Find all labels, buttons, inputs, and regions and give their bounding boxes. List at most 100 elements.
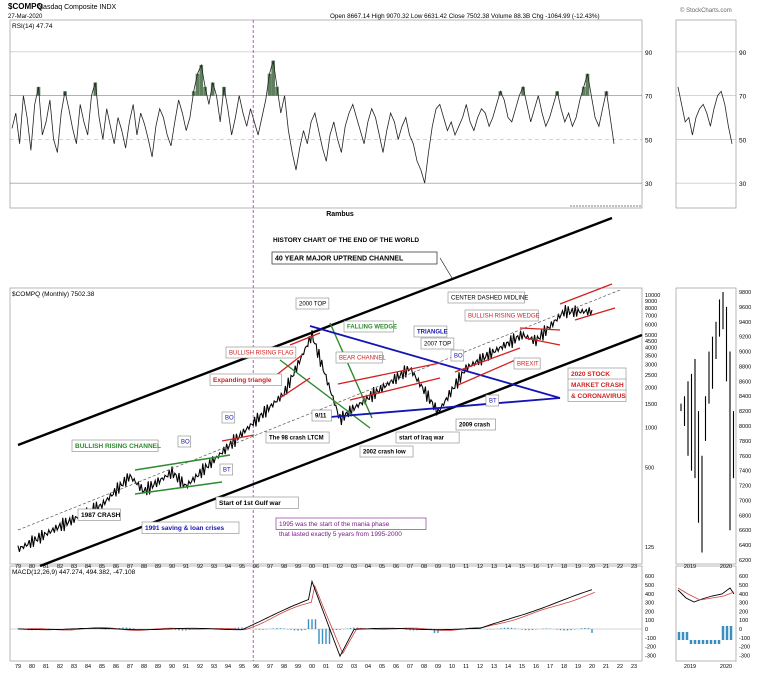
- title-history-box: [269, 233, 441, 246]
- label-bear-channel: BEAR CHANNEL: [339, 356, 386, 362]
- price-x-tick-32: 11: [463, 564, 469, 570]
- macd-x-tick-14: 93: [211, 664, 217, 670]
- price-tick-9: 3000: [645, 362, 657, 368]
- label-bullish-rising-channel: BULLISH RISING CHANNEL: [75, 443, 161, 450]
- price-tick-6: 4500: [645, 339, 657, 345]
- macd-tick-1: 500: [645, 583, 654, 589]
- macd-tick-6: 0: [645, 627, 648, 633]
- mini-x-tick-2020: 2020: [720, 564, 732, 570]
- label-iraq-war-box: [395, 431, 460, 444]
- label-bullish-rising-wedge-box: [464, 309, 539, 322]
- mini-price-tick-5: 8800: [739, 364, 751, 370]
- macd-tick-9: -300: [645, 653, 656, 659]
- macd-x-tick-41: 20: [589, 664, 595, 670]
- macd-x-tick-15: 94: [225, 664, 231, 670]
- macd-tick-4: 200: [645, 609, 654, 615]
- price-tick-11: 2000: [645, 386, 657, 392]
- mini-price-tick-7: 8400: [739, 394, 751, 400]
- macd-x-tick-27: 06: [393, 664, 399, 670]
- mini-macd-tick-1: 500: [739, 583, 748, 589]
- macd-label: MACD(12,26,9) 447.274, 494.382, -47.108: [12, 569, 136, 576]
- label-center-midline: CENTER DASHED MIDLINE: [451, 296, 528, 302]
- mini-rsi-tick-30: 30: [739, 181, 747, 188]
- rsi-label: RSI(14) 47.74: [12, 23, 53, 30]
- mini-macd-line: [677, 587, 735, 603]
- mini-price-tick-15: 6800: [739, 513, 751, 519]
- title-pointer: [439, 257, 453, 279]
- macd-x-tick-3: 82: [57, 664, 63, 670]
- macd-x-tick-30: 09: [435, 664, 441, 670]
- mini-macd-tick-2: 400: [739, 592, 748, 598]
- macd-x-tick-16: 95: [239, 664, 245, 670]
- macd-x-tick-38: 17: [547, 664, 553, 670]
- label-expanding-triangle: Expanding triangle: [213, 377, 272, 384]
- price-x-tick-41: 20: [589, 564, 595, 570]
- price-tick-7: 4000: [645, 346, 657, 352]
- price-tick-15: 125: [645, 545, 654, 551]
- price-x-tick-36: 15: [519, 564, 525, 570]
- falling-wedge-lower: [279, 359, 371, 429]
- channel-midline: [17, 289, 621, 531]
- label-2002-crash: 2002 crash low: [363, 450, 406, 456]
- label-center-midline-box: [447, 291, 525, 304]
- mini-x-tick-2019: 2019: [684, 564, 696, 570]
- macd-x-tick-13: 92: [197, 664, 203, 670]
- macd-x-tick-34: 13: [491, 664, 497, 670]
- price-x-tick-28: 07: [407, 564, 413, 570]
- ticker-symbol: $COMPQ: [8, 2, 43, 11]
- macd-tick-2: 400: [645, 592, 654, 598]
- label-corona-1: 2020 STOCK: [571, 371, 610, 378]
- mini-rsi-tick-70: 70: [739, 94, 747, 101]
- macd-x-tick-40: 19: [575, 664, 581, 670]
- label-sl-crises-box: [141, 521, 240, 534]
- price-x-tick-39: 18: [561, 564, 567, 570]
- label-bo-2: BO: [181, 440, 190, 446]
- macd-x-tick-8: 87: [127, 664, 133, 670]
- mini-rsi-line: [677, 86, 733, 144]
- title-uptrend-channel: 40 YEAR MAJOR UPTREND CHANNEL: [275, 256, 404, 263]
- price-x-tick-30: 09: [435, 564, 441, 570]
- macd-frame: [9, 565, 643, 662]
- macd-x-tick-1: 80: [29, 664, 35, 670]
- macd-x-tick-0: 79: [15, 664, 21, 670]
- channel-lower-line: [39, 333, 643, 568]
- red-pattern-line-8: [524, 337, 561, 346]
- mini-price-tick-3: 9200: [739, 335, 751, 341]
- price-tick-2: 8000: [645, 306, 657, 312]
- price-x-tick-29: 08: [421, 564, 427, 570]
- mini-macd-x-2020: 2020: [720, 664, 732, 670]
- label-2007-top: 2007 TOP: [424, 342, 451, 348]
- macd-x-tick-17: 96: [253, 664, 259, 670]
- macd-line: [17, 579, 593, 658]
- price-x-tick-17: 96: [253, 564, 259, 570]
- mini-price-tick-17: 6400: [739, 543, 751, 549]
- macd-x-tick-33: 12: [477, 664, 483, 670]
- mini-price-tick-11: 7600: [739, 454, 751, 460]
- mini-rsi-tick-50: 50: [739, 137, 747, 144]
- label-bo-1-box: [221, 411, 236, 424]
- channel-upper-line: [17, 216, 613, 447]
- price-x-tick-40: 19: [575, 564, 581, 570]
- macd-x-tick-26: 05: [379, 664, 385, 670]
- price-label: $COMPQ (Monthly) 7502.38: [12, 291, 95, 298]
- mini-price-tick-6: 8600: [739, 379, 751, 385]
- mini-rsi-frame: [675, 19, 737, 209]
- price-x-tick-38: 17: [547, 564, 553, 570]
- macd-tick-0: 600: [645, 574, 654, 580]
- label-bt-1: BT: [223, 468, 231, 474]
- macd-x-tick-11: 90: [169, 664, 175, 670]
- label-corona-3: & CORONAVIRUS: [571, 393, 626, 400]
- price-x-tick-22: 01: [323, 564, 329, 570]
- triangle-lower: [329, 397, 561, 418]
- label-corona-2: MARKET CRASH: [571, 382, 624, 389]
- price-x-tick-14: 93: [211, 564, 217, 570]
- price-x-tick-10: 89: [155, 564, 161, 570]
- mini-macd-tick-4: 200: [739, 609, 748, 615]
- title-history: HISTORY CHART OF THE END OF THE WORLD: [273, 237, 419, 244]
- price-x-tick-0: 79: [15, 564, 21, 570]
- price-x-tick-21: 00: [309, 564, 315, 570]
- label-triangle-box: [413, 325, 448, 338]
- price-x-tick-35: 14: [505, 564, 511, 570]
- label-1987-crash: 1987 CRASH: [81, 512, 121, 519]
- macd-x-tick-37: 16: [533, 664, 539, 670]
